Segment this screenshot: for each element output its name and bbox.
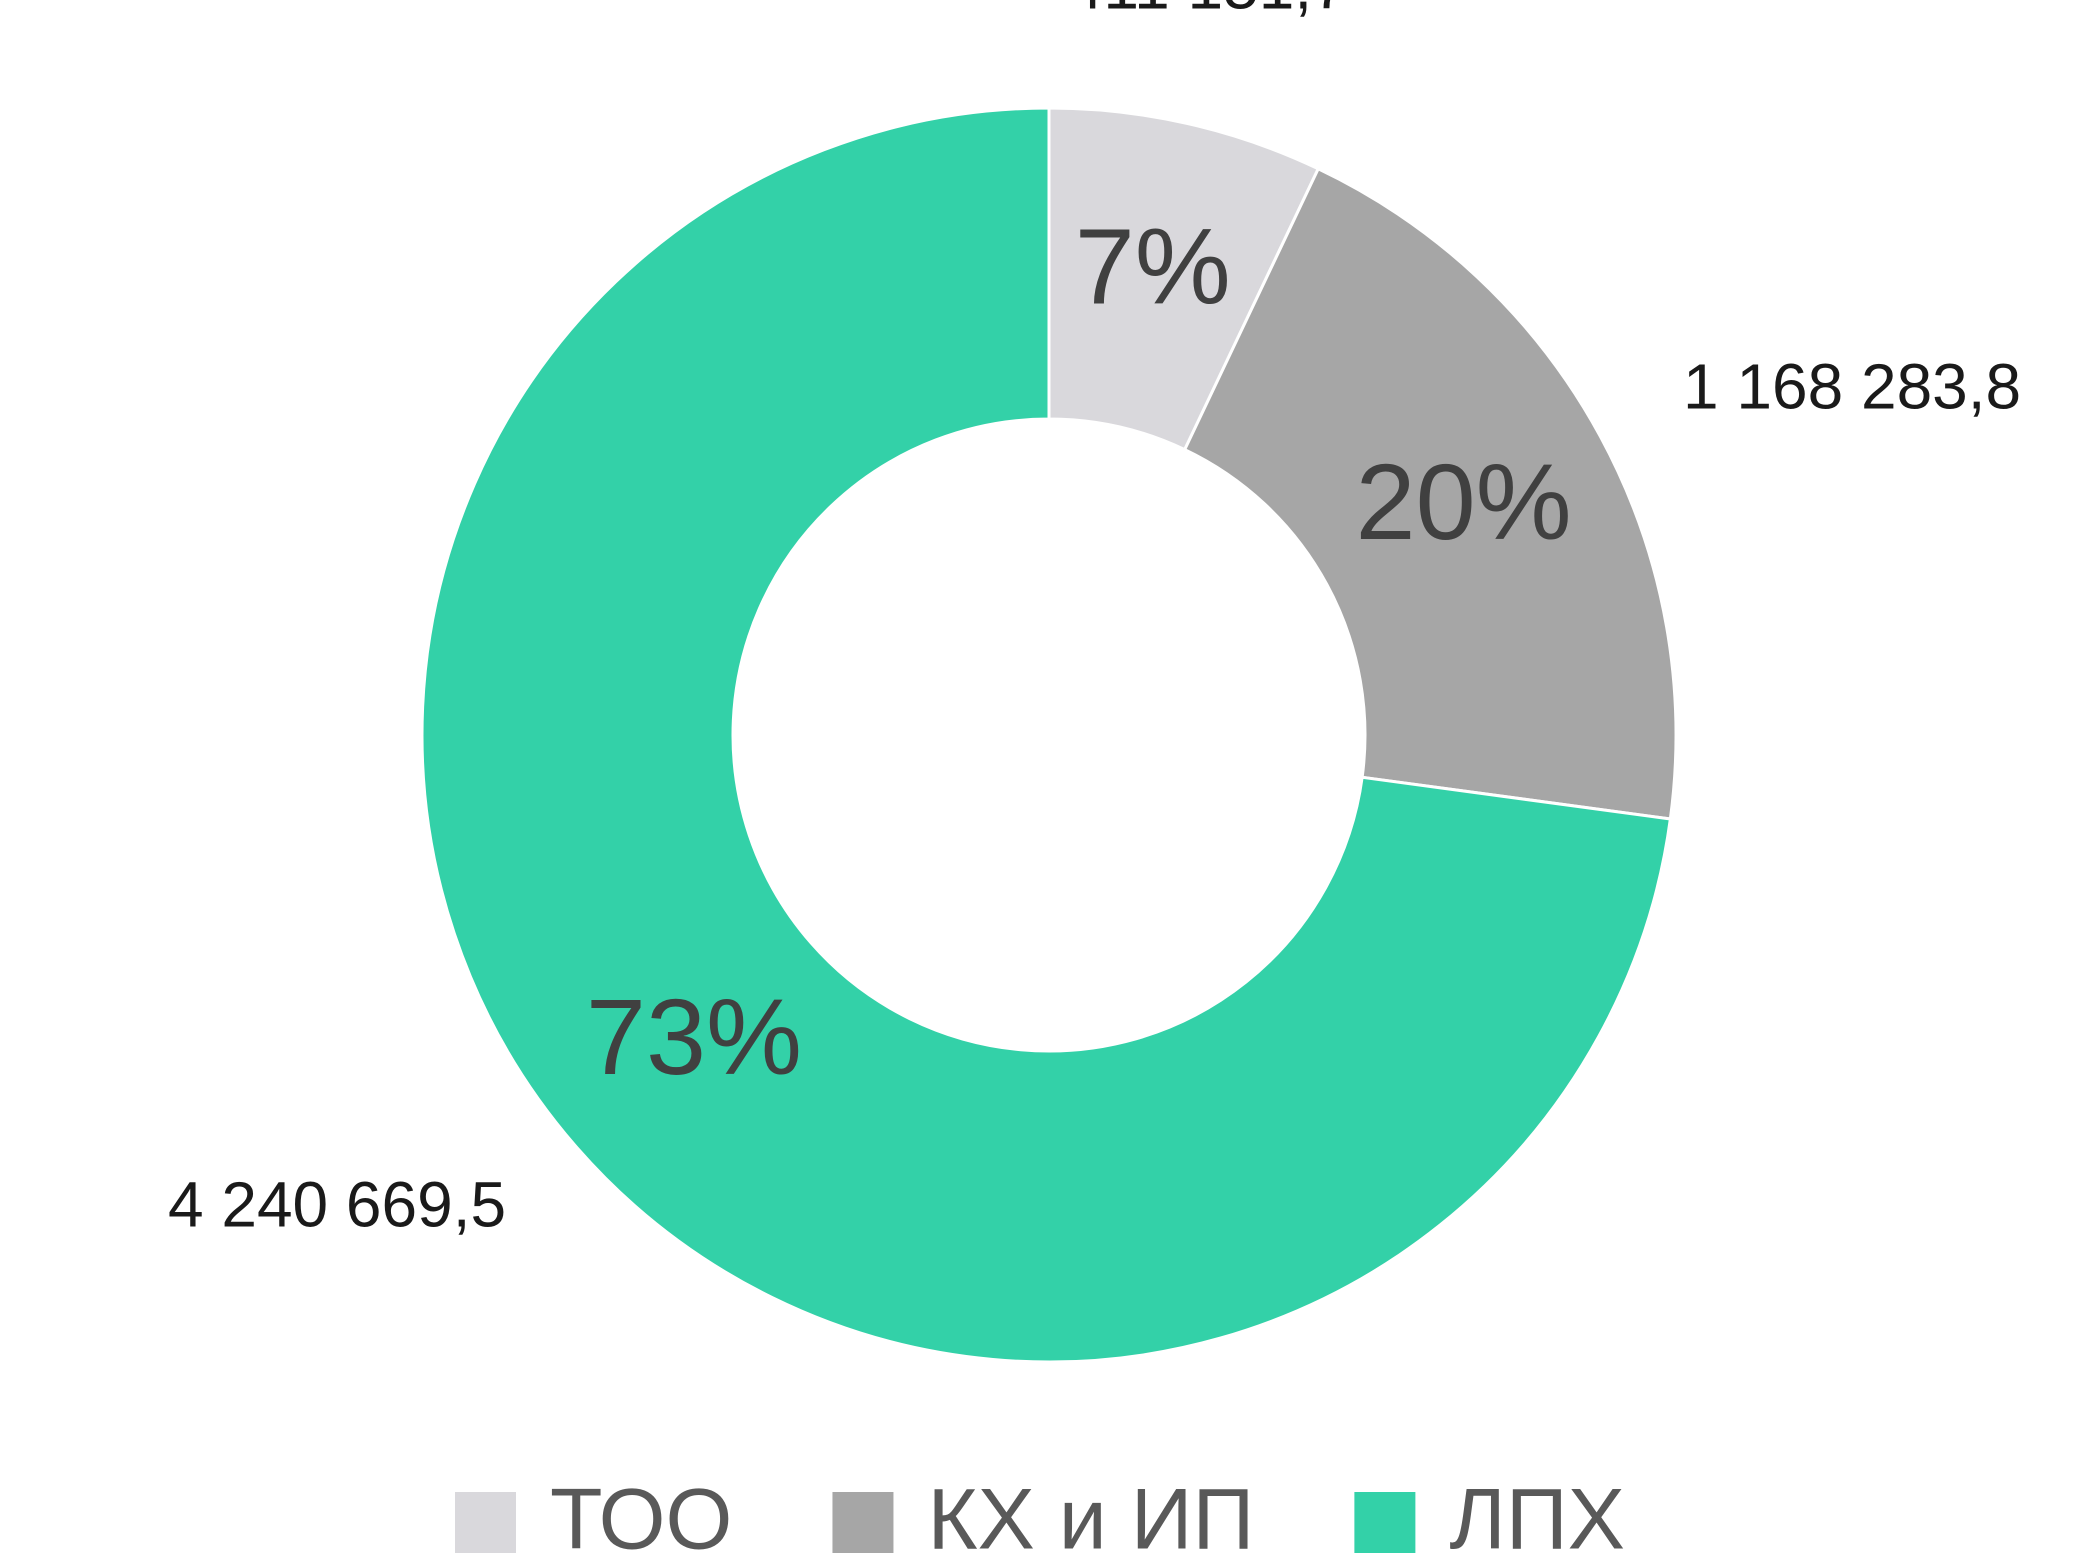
legend-swatch xyxy=(454,1492,516,1553)
donut-slice xyxy=(420,106,1673,1364)
legend-label: КХ и ИП xyxy=(927,1472,1254,1565)
value-label: 1 168 283,8 xyxy=(1683,351,2021,423)
percentage-label: 20% xyxy=(1356,441,1572,562)
percentage-label: 7% xyxy=(1075,206,1231,327)
percentage-label: 73% xyxy=(586,976,802,1097)
legend-swatch xyxy=(1354,1492,1416,1553)
value-label: 4 240 669,5 xyxy=(168,1168,506,1240)
legend-swatch xyxy=(832,1492,894,1553)
value-label: 411 151,7 xyxy=(1068,0,1348,23)
legend-label: ТОО xyxy=(550,1472,732,1565)
legend-label: ЛПХ xyxy=(1449,1472,1625,1565)
donut-slice xyxy=(1182,166,1678,821)
